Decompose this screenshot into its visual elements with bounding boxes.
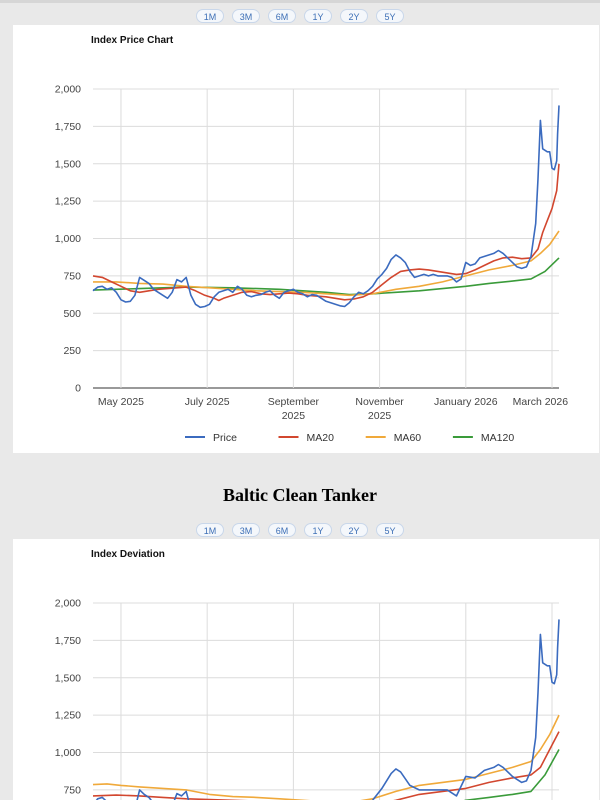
x-tick-label: March 2026 xyxy=(513,396,569,408)
chart-title: Index Deviation xyxy=(91,549,165,560)
x-tick-label: November 2025 xyxy=(355,396,404,422)
range-6m-button[interactable]: 6M xyxy=(268,9,296,23)
top-divider xyxy=(0,0,600,3)
price-chart-panel: Index Price Chart 0 250 500 750 1,000 1,250 1,… xyxy=(13,25,599,453)
series-line-ma20 xyxy=(92,163,560,302)
range-2y-button[interactable]: 2Y xyxy=(340,9,368,23)
series-line xyxy=(463,749,560,800)
y-tick-label: 1,250 xyxy=(55,710,81,722)
legend-label: MA120 xyxy=(481,432,514,444)
y-tick-label: 2,000 xyxy=(55,84,81,96)
range-5y-button[interactable]: 5Y xyxy=(376,9,404,23)
section-title: Baltic Clean Tanker xyxy=(222,485,378,505)
y-tick-label: 2,000 xyxy=(55,598,81,610)
legend-label: MA20 xyxy=(307,432,335,444)
series-line-ma60 xyxy=(93,230,560,297)
deviation-chart-panel: Index Deviation 750 1,000 1,250 1,500 1,750 2… xyxy=(13,539,599,800)
x-tick-label: July 2025 xyxy=(185,396,230,408)
y-tick-label: 0 xyxy=(75,383,81,395)
range-2y-button[interactable]: 2Y xyxy=(340,523,368,537)
y-tick-label: 1,250 xyxy=(55,196,81,208)
y-tick-label: 1,750 xyxy=(55,121,81,133)
y-tick-label: 1,000 xyxy=(55,747,81,759)
range-5y-button[interactable]: 5Y xyxy=(376,523,404,537)
range-selector-2: 1M 3M 6M 1Y 2Y 5Y xyxy=(0,519,600,541)
range-1m-button[interactable]: 1M xyxy=(196,523,224,537)
legend-label: MA60 xyxy=(394,432,422,444)
y-tick-label: 750 xyxy=(63,784,81,796)
y-tick-label: 750 xyxy=(63,270,81,282)
range-3m-button[interactable]: 3M xyxy=(232,523,260,537)
range-3m-button[interactable]: 3M xyxy=(232,9,260,23)
x-tick-label: September 2025 xyxy=(268,396,320,422)
range-1m-button[interactable]: 1M xyxy=(196,9,224,23)
series-line-price xyxy=(92,105,560,309)
y-tick-label: 1,500 xyxy=(55,158,81,170)
range-6m-button[interactable]: 6M xyxy=(268,523,296,537)
y-tick-label: 1,500 xyxy=(55,672,81,684)
price-chart: 0 250 500 750 1,000 1,250 1,500 1,750 2,000 May 2… xyxy=(55,84,569,445)
x-tick-label: May 2025 xyxy=(98,396,144,408)
series-line xyxy=(92,731,560,800)
range-1y-button[interactable]: 1Y xyxy=(304,523,332,537)
y-tick-label: 250 xyxy=(63,345,81,357)
y-tick-label: 500 xyxy=(63,308,81,320)
y-tick-label: 1,000 xyxy=(55,233,81,245)
y-tick-label: 1,750 xyxy=(55,635,81,647)
chart-title: Index Price Chart xyxy=(91,35,174,46)
deviation-chart: 750 1,000 1,250 1,500 1,750 2,000 xyxy=(55,598,560,800)
series-line xyxy=(95,619,560,800)
series-line xyxy=(92,714,560,800)
legend-label: Price xyxy=(213,432,237,444)
x-tick-label: January 2026 xyxy=(434,396,498,408)
range-selector-1: 1M 3M 6M 1Y 2Y 5Y xyxy=(0,5,600,27)
range-1y-button[interactable]: 1Y xyxy=(304,9,332,23)
